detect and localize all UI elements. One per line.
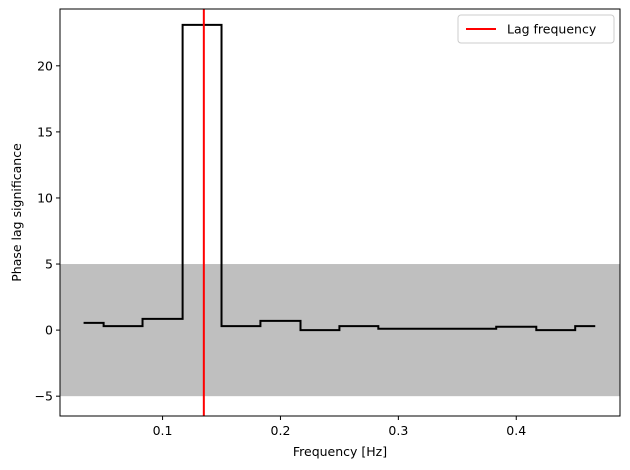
x-tick-label: 0.4 <box>506 423 526 438</box>
y-tick-label: 5 <box>45 257 53 272</box>
y-axis-label: Phase lag significance <box>9 143 24 282</box>
step-series-line <box>83 23 596 332</box>
axes: 0.1 0.2 0.3 0.4 −5 0 5 10 15 20 <box>35 8 621 438</box>
axes-frame <box>59 8 621 417</box>
x-tick-label: 0.3 <box>388 423 408 438</box>
y-tick-label: 0 <box>45 323 53 338</box>
y-tick-label: 20 <box>37 58 53 73</box>
x-tick-label: 0.2 <box>271 423 291 438</box>
legend: Lag frequency <box>457 14 615 44</box>
y-tick-label: 15 <box>37 124 53 139</box>
x-tick-label: 0.1 <box>153 423 173 438</box>
y-tick-label: 10 <box>37 190 53 205</box>
x-axis-label: Frequency [Hz] <box>293 444 387 459</box>
plot-area <box>60 9 620 416</box>
legend-label-lag-frequency: Lag frequency <box>507 22 597 37</box>
legend-box <box>457 14 615 44</box>
y-tick-label: −5 <box>35 389 53 404</box>
